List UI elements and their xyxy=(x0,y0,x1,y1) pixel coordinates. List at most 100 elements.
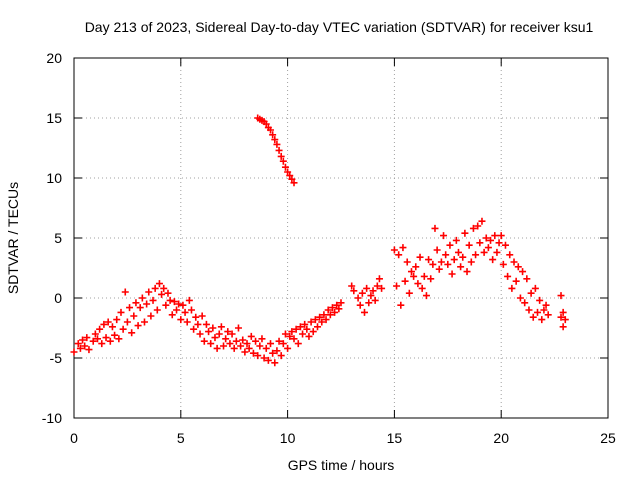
data-point xyxy=(442,251,450,259)
plot-frame xyxy=(73,57,609,419)
data-point xyxy=(452,236,460,244)
data-point xyxy=(557,292,565,300)
data-point xyxy=(260,354,268,362)
data-point xyxy=(284,344,292,352)
data-point xyxy=(162,301,170,309)
data-point xyxy=(121,288,129,296)
grid xyxy=(74,58,608,418)
data-point xyxy=(196,330,204,338)
data-point xyxy=(467,258,475,266)
data-point xyxy=(173,306,181,314)
data-point xyxy=(292,325,300,333)
data-point xyxy=(369,287,377,295)
data-point xyxy=(296,323,304,331)
chart-title: Day 213 of 2023, Sidereal Day-to-day VTE… xyxy=(85,19,594,35)
y-tick-label: 0 xyxy=(54,290,62,306)
data-point xyxy=(249,349,257,357)
data-point xyxy=(504,272,512,280)
data-point xyxy=(328,304,336,312)
y-axis-label: SDTVAR / TECUs xyxy=(5,182,21,294)
data-point xyxy=(190,325,198,333)
data-point xyxy=(356,301,364,309)
data-point xyxy=(331,308,339,316)
data-point xyxy=(179,301,187,309)
data-point xyxy=(314,323,322,331)
data-point xyxy=(128,329,136,337)
data-point xyxy=(474,222,482,230)
data-point xyxy=(527,289,535,297)
data-point xyxy=(267,126,275,134)
data-point xyxy=(155,280,163,288)
data-point xyxy=(465,241,473,249)
x-tick-label: 0 xyxy=(70,430,78,446)
data-point xyxy=(358,289,366,297)
data-point xyxy=(536,296,544,304)
data-point xyxy=(166,296,174,304)
data-point xyxy=(81,342,89,350)
data-point xyxy=(326,311,334,319)
y-tick-labels: -10 -5 0 5 10 15 20 xyxy=(42,50,62,426)
data-point xyxy=(237,342,245,350)
data-point xyxy=(273,347,281,355)
x-tick-labels: 0 5 10 15 20 25 xyxy=(70,430,616,446)
data-point xyxy=(516,294,524,302)
data-point xyxy=(160,284,168,292)
data-point xyxy=(102,334,110,342)
data-point xyxy=(557,313,565,321)
data-point xyxy=(305,332,313,340)
data-point xyxy=(508,284,516,292)
data-point xyxy=(493,248,501,256)
data-point xyxy=(418,284,426,292)
data-point xyxy=(542,301,550,309)
data-point xyxy=(429,260,437,268)
data-point xyxy=(335,305,343,313)
data-point xyxy=(187,306,195,314)
data-point xyxy=(220,342,228,350)
data-point xyxy=(307,318,315,326)
data-point xyxy=(104,318,112,326)
data-point xyxy=(333,301,341,309)
data-point xyxy=(111,331,119,339)
data-point xyxy=(243,340,251,348)
data-point xyxy=(267,340,275,348)
data-point xyxy=(262,120,270,128)
data-point xyxy=(425,256,433,264)
data-point xyxy=(463,268,471,276)
data-point xyxy=(185,296,193,304)
data-point xyxy=(461,229,469,237)
data-point xyxy=(232,337,240,345)
data-point xyxy=(149,296,157,304)
data-point xyxy=(378,284,386,292)
data-point xyxy=(151,284,159,292)
x-tick-label: 25 xyxy=(600,430,616,446)
data-point xyxy=(147,312,155,320)
data-point xyxy=(414,280,422,288)
data-point xyxy=(98,340,106,348)
data-points xyxy=(70,114,569,367)
x-tick-label: 15 xyxy=(387,430,403,446)
data-point xyxy=(484,244,492,252)
data-point xyxy=(367,292,375,300)
data-point xyxy=(192,313,200,321)
data-point xyxy=(324,306,332,314)
data-point xyxy=(230,344,238,352)
x-tick-label: 20 xyxy=(493,430,509,446)
data-point xyxy=(254,352,262,360)
data-point xyxy=(435,265,443,273)
x-tick-label: 10 xyxy=(280,430,296,446)
data-point xyxy=(286,172,294,180)
data-point xyxy=(290,179,298,187)
data-point xyxy=(181,308,189,316)
data-point xyxy=(444,260,452,268)
data-point xyxy=(100,320,108,328)
data-point xyxy=(420,272,428,280)
data-point xyxy=(365,299,373,307)
data-point xyxy=(85,346,93,354)
data-point xyxy=(222,335,230,343)
data-point xyxy=(405,289,413,297)
data-point xyxy=(194,320,202,328)
data-point xyxy=(401,277,409,285)
data-point xyxy=(215,330,223,338)
data-point xyxy=(448,270,456,278)
